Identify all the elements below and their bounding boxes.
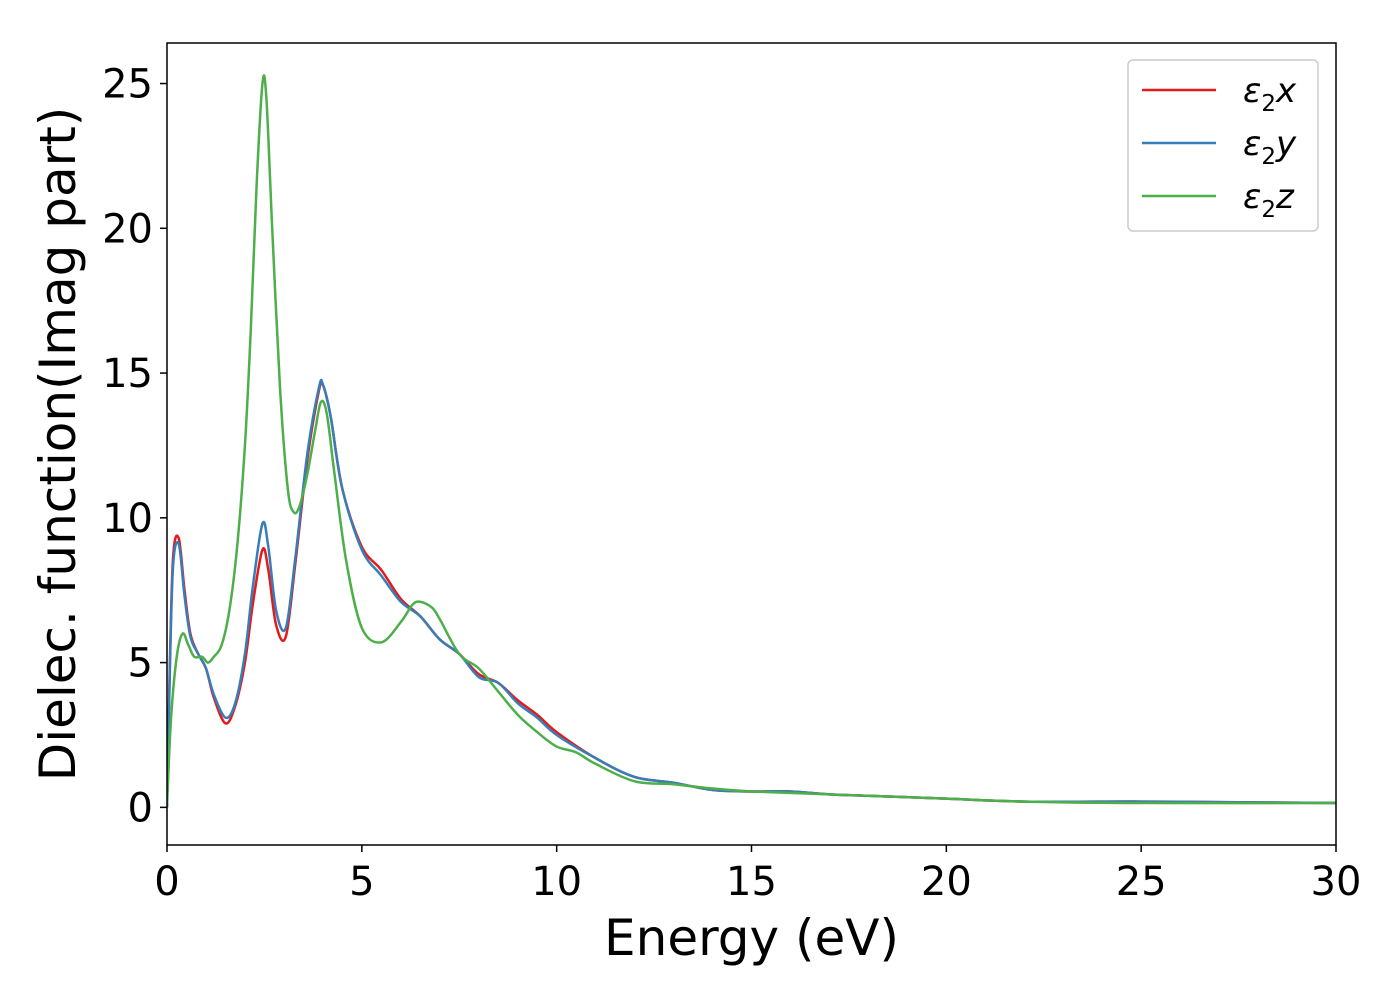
x-tick-label: 15: [726, 859, 777, 905]
legend-label-z: ε2z: [1243, 177, 1295, 223]
x-tick-label: 20: [921, 859, 972, 905]
y-tick-label: 0: [128, 785, 153, 831]
y-tick-label: 15: [102, 351, 153, 397]
x-tick-label: 0: [154, 859, 179, 905]
x-axis-title: Energy (eV): [604, 909, 899, 967]
x-tick-label: 5: [349, 859, 374, 905]
series-line-z: [167, 74, 1336, 808]
x-tick-label: 30: [1311, 859, 1362, 905]
y-axis-title: Dielec. function(Imag part): [29, 107, 87, 782]
x-tick-label: 10: [531, 859, 582, 905]
series-line-y: [167, 378, 1336, 808]
y-tick-label: 25: [102, 62, 153, 108]
series-line-x: [167, 379, 1336, 808]
legend-frame: [1127, 59, 1319, 232]
series-layer: [167, 74, 1336, 808]
x-tick-label: 25: [1116, 859, 1167, 905]
y-tick-label: 10: [102, 496, 153, 542]
y-tick-label: 5: [128, 641, 153, 687]
y-tick-label: 20: [102, 206, 153, 252]
x-axis-ticks: 0 5 10 15 20 25 30: [154, 845, 1361, 905]
legend-label-y: ε2y: [1243, 124, 1297, 170]
legend: ε2x ε2y ε2z: [1127, 59, 1319, 232]
y-axis-ticks: 0 5 10 15 20 25: [102, 62, 167, 831]
legend-label-x: ε2x: [1243, 71, 1297, 117]
